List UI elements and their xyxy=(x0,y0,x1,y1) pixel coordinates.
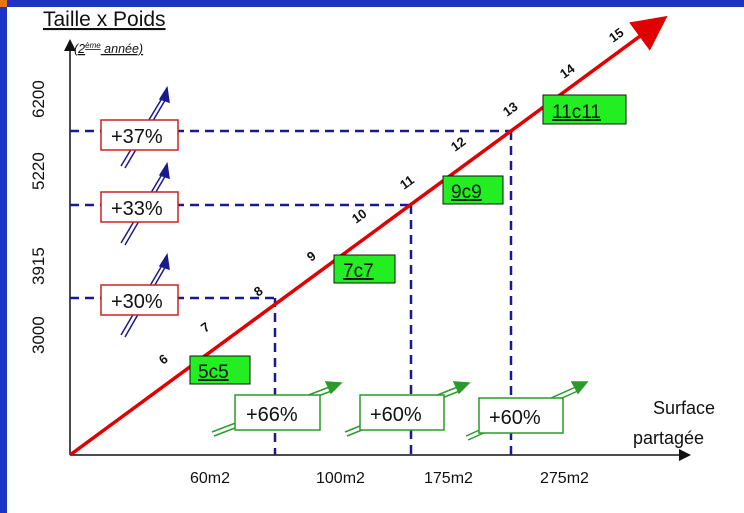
line-number-15: 15 xyxy=(606,25,627,46)
line-number-10: 10 xyxy=(349,206,370,227)
svg-text:+37%: +37% xyxy=(111,126,163,148)
svg-text:+30%: +30% xyxy=(111,291,163,313)
line-number-12: 12 xyxy=(448,134,469,155)
x-increase-box-60b: +60% xyxy=(478,397,564,434)
main-growth-line xyxy=(68,15,668,457)
y-axis-subtitle: (2ème année) xyxy=(74,41,143,56)
y-tick-5220: 5220 xyxy=(29,152,48,190)
left-border-bar xyxy=(0,0,7,513)
svg-text:+60%: +60% xyxy=(489,407,541,429)
y-increase-box-33: +33% xyxy=(100,191,179,223)
config-label-11c11: 11c11 xyxy=(542,94,627,125)
x-increase-box-66: +66% xyxy=(234,394,321,431)
line-number-13: 13 xyxy=(500,99,521,120)
svg-text:5c5: 5c5 xyxy=(198,362,229,383)
line-number-6: 6 xyxy=(156,351,171,367)
y-tick-6200: 6200 xyxy=(29,80,48,118)
svg-text:11c11: 11c11 xyxy=(552,102,601,123)
x-tick-275m2: 275m2 xyxy=(540,470,589,487)
svg-text:+33%: +33% xyxy=(111,198,163,220)
x-tick-100m2: 100m2 xyxy=(316,470,365,487)
line-number-9: 9 xyxy=(304,248,319,264)
x-tick-60m2: 60m2 xyxy=(190,470,230,487)
svg-text:7c7: 7c7 xyxy=(343,261,374,282)
config-label-7c7: 7c7 xyxy=(333,254,396,284)
y-axis-title: Taille x Poids xyxy=(43,8,166,31)
config-label-9c9: 9c9 xyxy=(442,175,504,205)
svg-text:+60%: +60% xyxy=(370,404,422,426)
svg-text:+66%: +66% xyxy=(246,404,298,426)
y-tick-3000: 3000 xyxy=(29,316,48,354)
y-increase-box-37: +37% xyxy=(100,119,179,151)
y-increase-box-30: +30% xyxy=(100,284,179,316)
x-axis-title-line2: partagée xyxy=(633,428,704,448)
svg-text:9c9: 9c9 xyxy=(451,182,482,203)
line-numbers: 6 7 8 9 10 11 12 13 14 15 xyxy=(156,25,627,368)
x-tick-175m2: 175m2 xyxy=(424,470,473,487)
top-border-bar xyxy=(0,0,744,7)
x-axis-title-line1: Surface xyxy=(653,398,715,418)
config-label-5c5: 5c5 xyxy=(189,355,251,385)
y-tick-3915: 3915 xyxy=(29,247,48,285)
line-number-14: 14 xyxy=(557,60,578,81)
line-number-7: 7 xyxy=(198,319,213,335)
line-number-11: 11 xyxy=(397,172,417,192)
x-increase-box-60a: +60% xyxy=(359,394,445,431)
corner-accent xyxy=(0,0,7,7)
